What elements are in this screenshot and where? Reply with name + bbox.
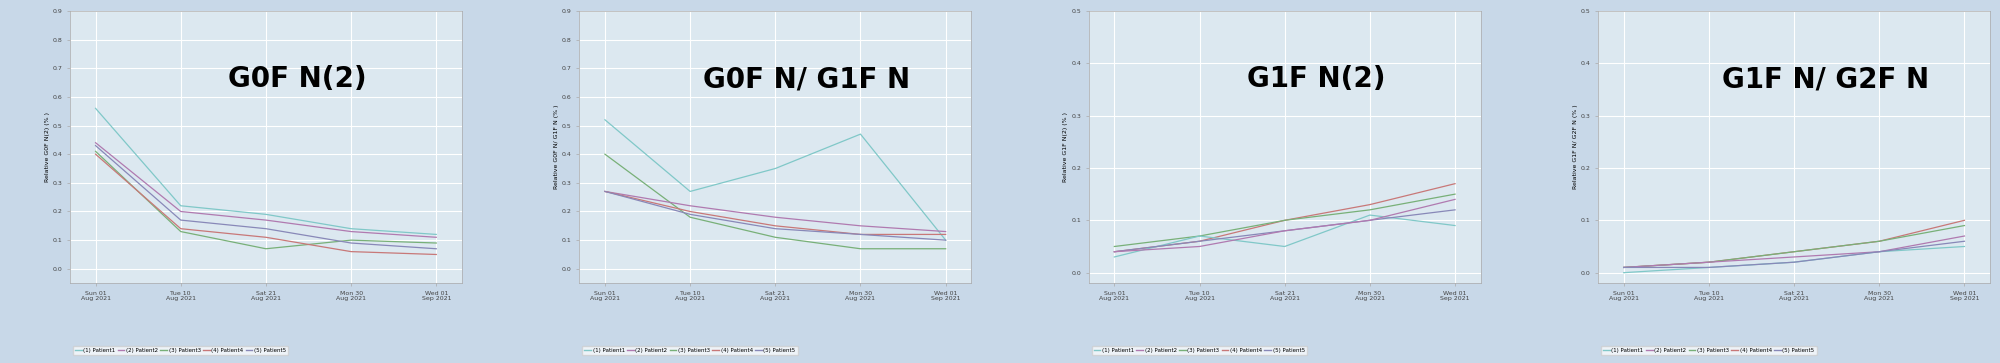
Legend: (1) Patient1, (2) Patient2, (3) Patient3, (4) Patient4, (5) Patient5: (1) Patient1, (2) Patient2, (3) Patient3…	[1600, 346, 1816, 355]
Y-axis label: Relative G1F N/ G2F N (% ): Relative G1F N/ G2F N (% )	[1572, 105, 1578, 189]
Text: G0F N(2): G0F N(2)	[228, 65, 366, 93]
Y-axis label: Relative G0F N(2) (% ): Relative G0F N(2) (% )	[44, 112, 50, 182]
Legend: (1) Patient1, (2) Patient2, (3) Patient3, (4) Patient4, (5) Patient5: (1) Patient1, (2) Patient2, (3) Patient3…	[582, 346, 798, 355]
Text: G1F N(2): G1F N(2)	[1246, 65, 1386, 93]
Y-axis label: Relative G0F N/ G1F N (% ): Relative G0F N/ G1F N (% )	[554, 105, 560, 189]
Legend: (1) Patient1, (2) Patient2, (3) Patient3, (4) Patient4, (5) Patient5: (1) Patient1, (2) Patient2, (3) Patient3…	[72, 346, 288, 355]
Text: G0F N/ G1F N: G0F N/ G1F N	[704, 65, 910, 93]
Y-axis label: Relative G1F N(2) (% ): Relative G1F N(2) (% )	[1064, 112, 1068, 182]
Text: G1F N/ G2F N: G1F N/ G2F N	[1722, 65, 1928, 93]
Legend: (1) Patient1, (2) Patient2, (3) Patient3, (4) Patient4, (5) Patient5: (1) Patient1, (2) Patient2, (3) Patient3…	[1092, 346, 1308, 355]
